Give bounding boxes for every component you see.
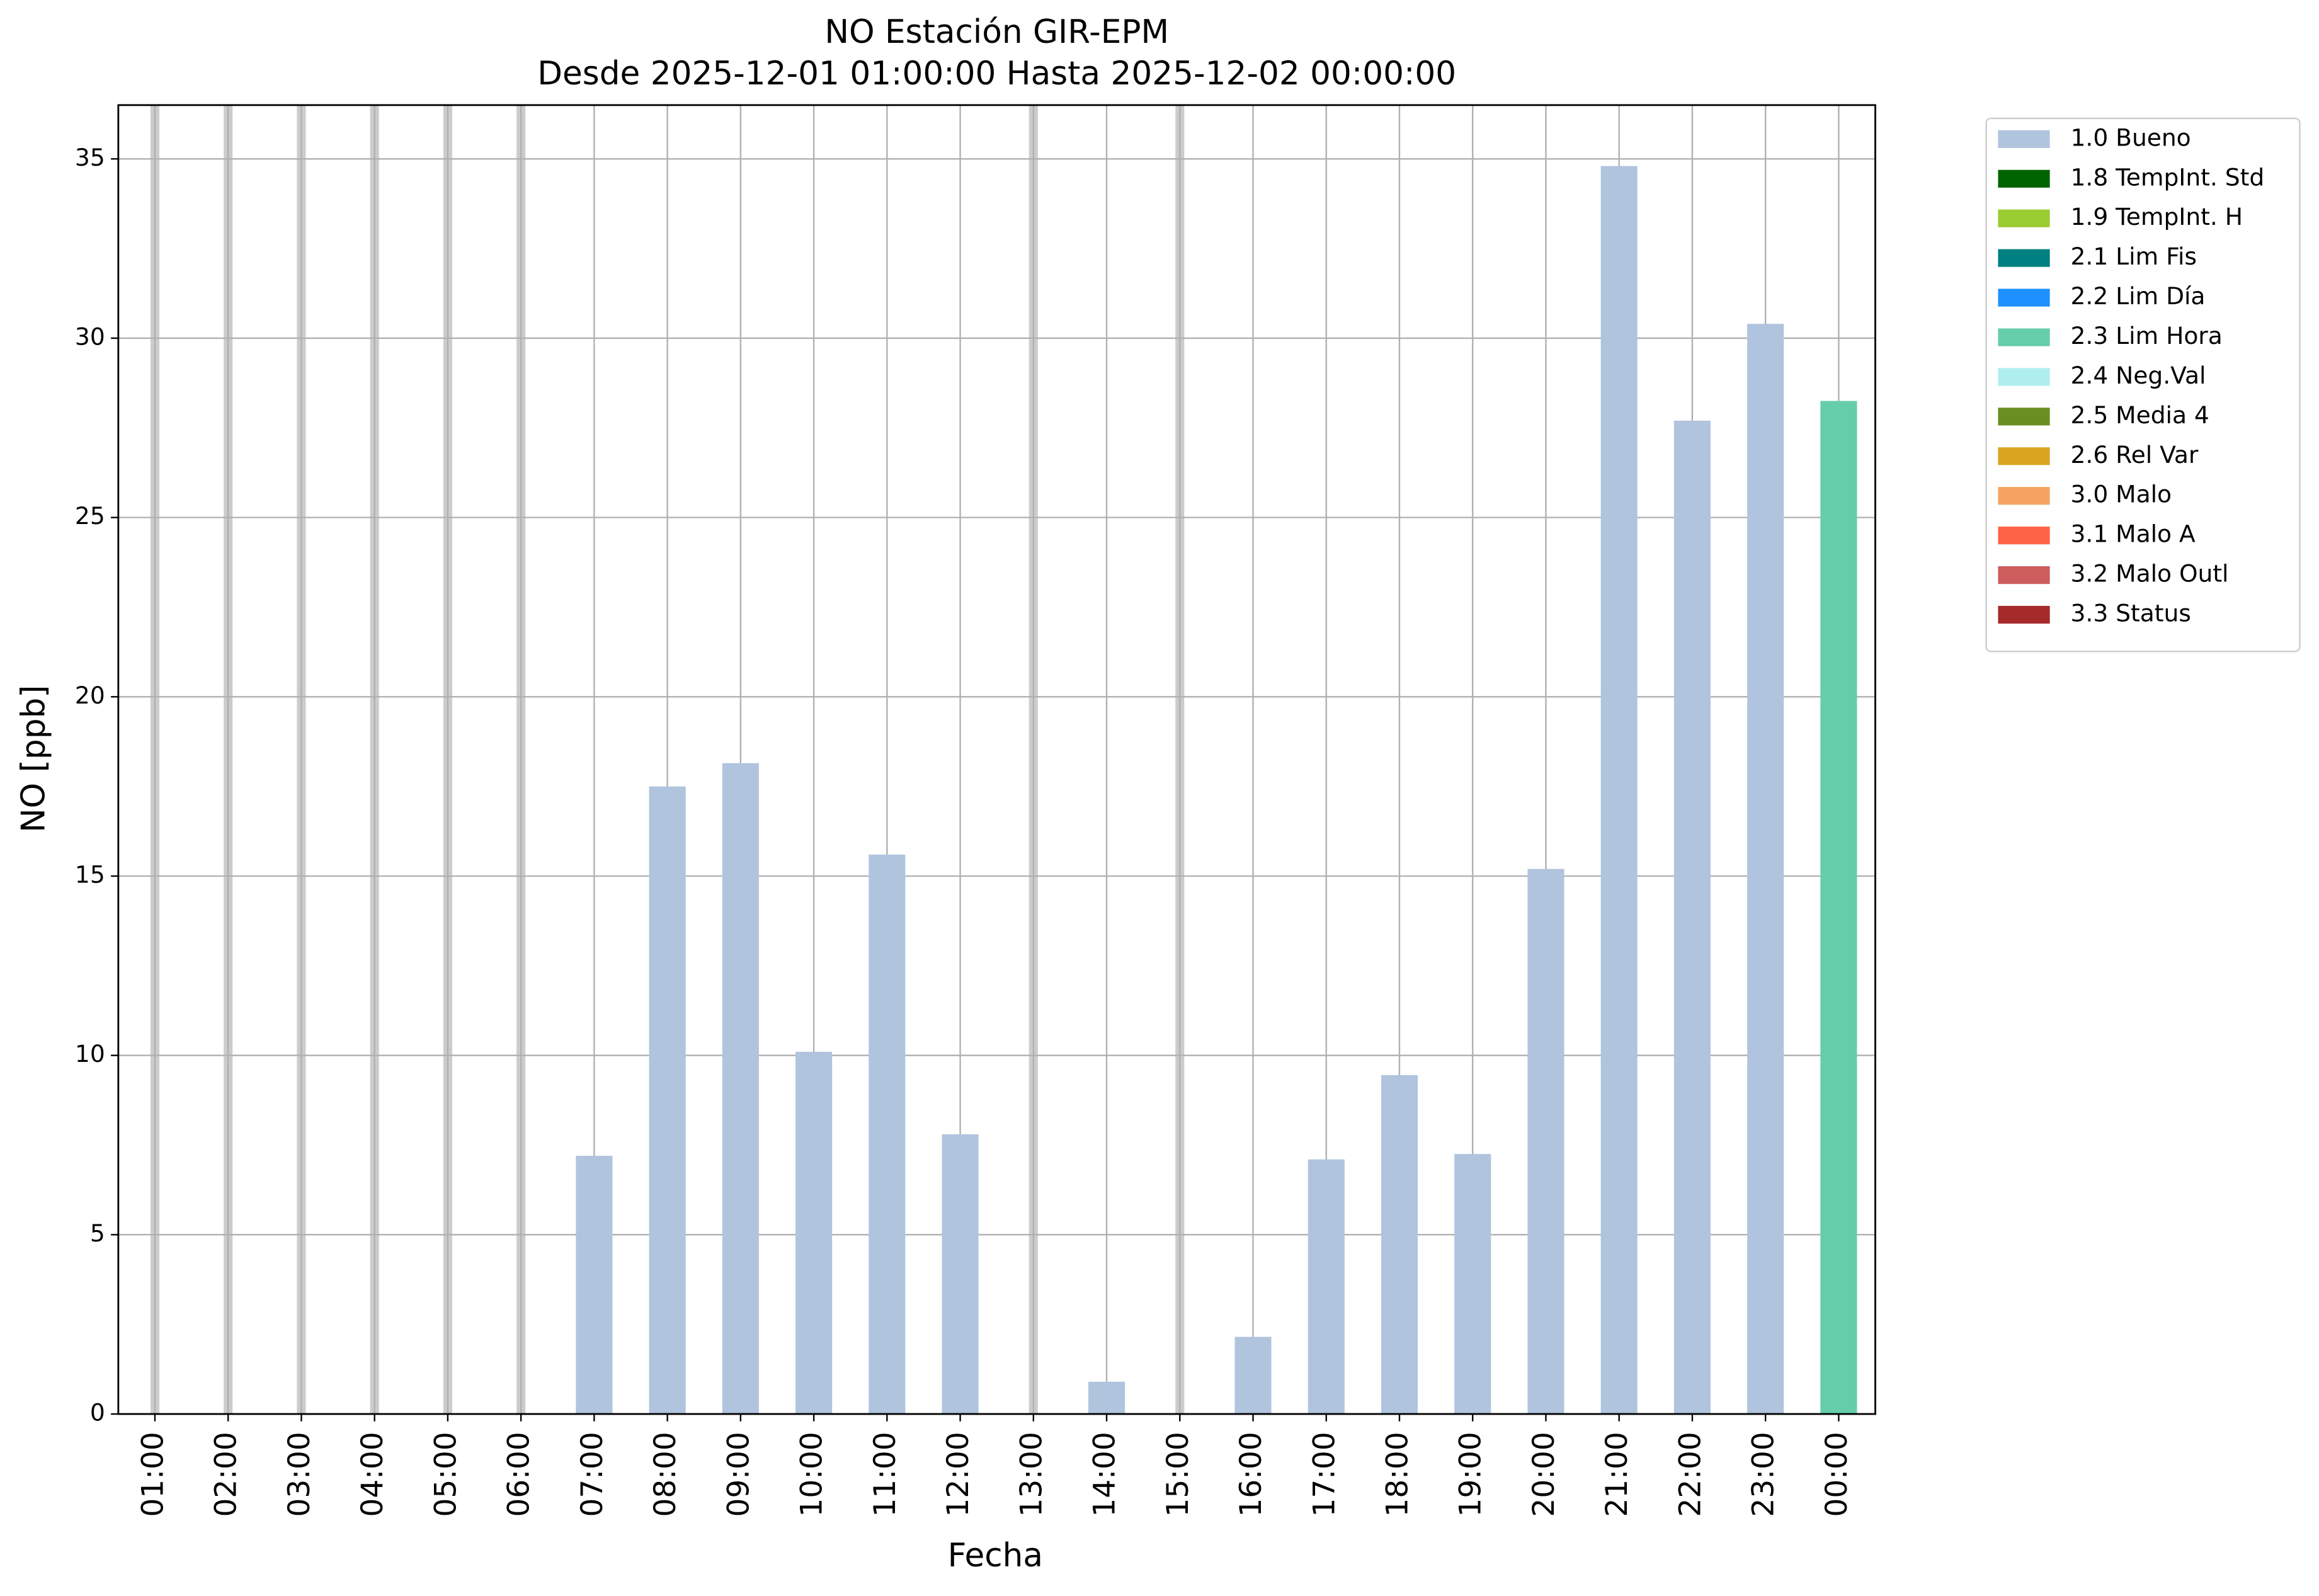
legend-label: 2.6 Rel Var	[2071, 441, 2199, 469]
bar	[1600, 166, 1638, 1415]
legend-swatch	[1998, 527, 2050, 545]
bar	[1673, 420, 1711, 1415]
y-tick-label: 25	[75, 502, 105, 530]
legend-label: 1.8 TempInt. Std	[2071, 163, 2265, 191]
legend-swatch	[1998, 209, 2050, 227]
x-tick-label: 05:00	[428, 1432, 463, 1517]
bar	[1234, 1337, 1272, 1415]
legend-label: 3.1 Malo A	[2071, 520, 2196, 548]
bar	[1454, 1154, 1491, 1415]
legend-swatch	[1998, 447, 2050, 465]
chart-subtitle: Desde 2025-12-01 01:00:00 Hasta 2025-12-…	[537, 55, 1456, 93]
bar	[942, 1134, 979, 1415]
x-tick-label: 04:00	[355, 1432, 390, 1517]
x-tick-label: 21:00	[1600, 1432, 1634, 1517]
x-tick-label: 03:00	[282, 1432, 317, 1517]
bar	[1088, 1381, 1125, 1415]
legend-label: 3.3 Status	[2071, 600, 2191, 627]
legend-label: 3.2 Malo Outl	[2071, 560, 2229, 588]
legend-label: 1.9 TempInt. H	[2071, 203, 2243, 231]
x-tick-label: 07:00	[575, 1432, 610, 1517]
legend-label: 2.3 Lim Hora	[2071, 322, 2223, 350]
x-tick-label: 12:00	[941, 1432, 976, 1517]
bar	[649, 786, 686, 1415]
x-tick-label: 10:00	[795, 1432, 829, 1517]
legend-label: 2.2 Lim Día	[2071, 282, 2206, 310]
x-tick-label: 20:00	[1527, 1432, 1561, 1517]
x-tick-label: 17:00	[1307, 1432, 1342, 1517]
chart-title: NO Estación GIR-EPM	[824, 13, 1169, 51]
legend-box	[1985, 117, 2301, 653]
x-tick-label: 09:00	[721, 1432, 756, 1517]
x-tick-label: 15:00	[1161, 1432, 1195, 1517]
legend-swatch	[1998, 605, 2050, 624]
bar	[1381, 1074, 1418, 1415]
x-axis-label: Fecha	[948, 1537, 1043, 1575]
x-tick-label: 18:00	[1380, 1432, 1415, 1517]
legend-swatch	[1998, 328, 2050, 346]
legend-label: 2.5 Media 4	[2071, 401, 2209, 429]
bar	[1820, 401, 1857, 1415]
y-tick-label: 20	[75, 681, 105, 709]
bar	[869, 854, 906, 1415]
legend-swatch	[1998, 368, 2050, 386]
bar	[1308, 1159, 1345, 1415]
plot-frame	[117, 104, 1876, 1415]
bar	[1527, 869, 1564, 1415]
legend-swatch	[1998, 130, 2050, 148]
x-tick-label: 06:00	[502, 1432, 537, 1517]
bar	[1747, 324, 1784, 1415]
legend-swatch	[1998, 566, 2050, 584]
y-tick-label: 0	[90, 1399, 105, 1427]
legend-swatch	[1998, 487, 2050, 505]
y-axis-label: NO [ppb]	[14, 685, 52, 833]
bar	[576, 1156, 613, 1415]
legend-label: 3.0 Malo	[2071, 481, 2172, 508]
y-tick-label: 30	[75, 322, 105, 350]
x-tick-label: 19:00	[1454, 1432, 1488, 1517]
x-tick-label: 22:00	[1673, 1432, 1707, 1517]
legend-label: 2.4 Neg.Val	[2071, 362, 2206, 389]
bar	[722, 763, 759, 1415]
y-tick-label: 10	[75, 1040, 105, 1068]
x-tick-label: 02:00	[209, 1432, 244, 1517]
y-tick-label: 15	[75, 860, 105, 888]
x-tick-label: 16:00	[1234, 1432, 1268, 1517]
x-tick-label: 00:00	[1820, 1432, 1854, 1517]
x-tick-label: 23:00	[1746, 1432, 1781, 1517]
legend-label: 2.1 Lim Fis	[2071, 242, 2197, 270]
legend-swatch	[1998, 408, 2050, 426]
y-tick-label: 35	[75, 144, 105, 171]
x-tick-label: 08:00	[648, 1432, 683, 1517]
x-tick-label: 01:00	[135, 1432, 170, 1517]
x-tick-label: 13:00	[1014, 1432, 1049, 1517]
x-tick-label: 14:00	[1088, 1432, 1122, 1517]
legend-swatch	[1998, 249, 2050, 267]
legend-swatch	[1998, 288, 2050, 307]
legend-label: 1.0 Bueno	[2071, 123, 2191, 151]
x-tick-label: 11:00	[868, 1432, 903, 1517]
legend-swatch	[1998, 169, 2050, 188]
bar	[795, 1051, 833, 1415]
y-tick-label: 5	[90, 1219, 105, 1247]
